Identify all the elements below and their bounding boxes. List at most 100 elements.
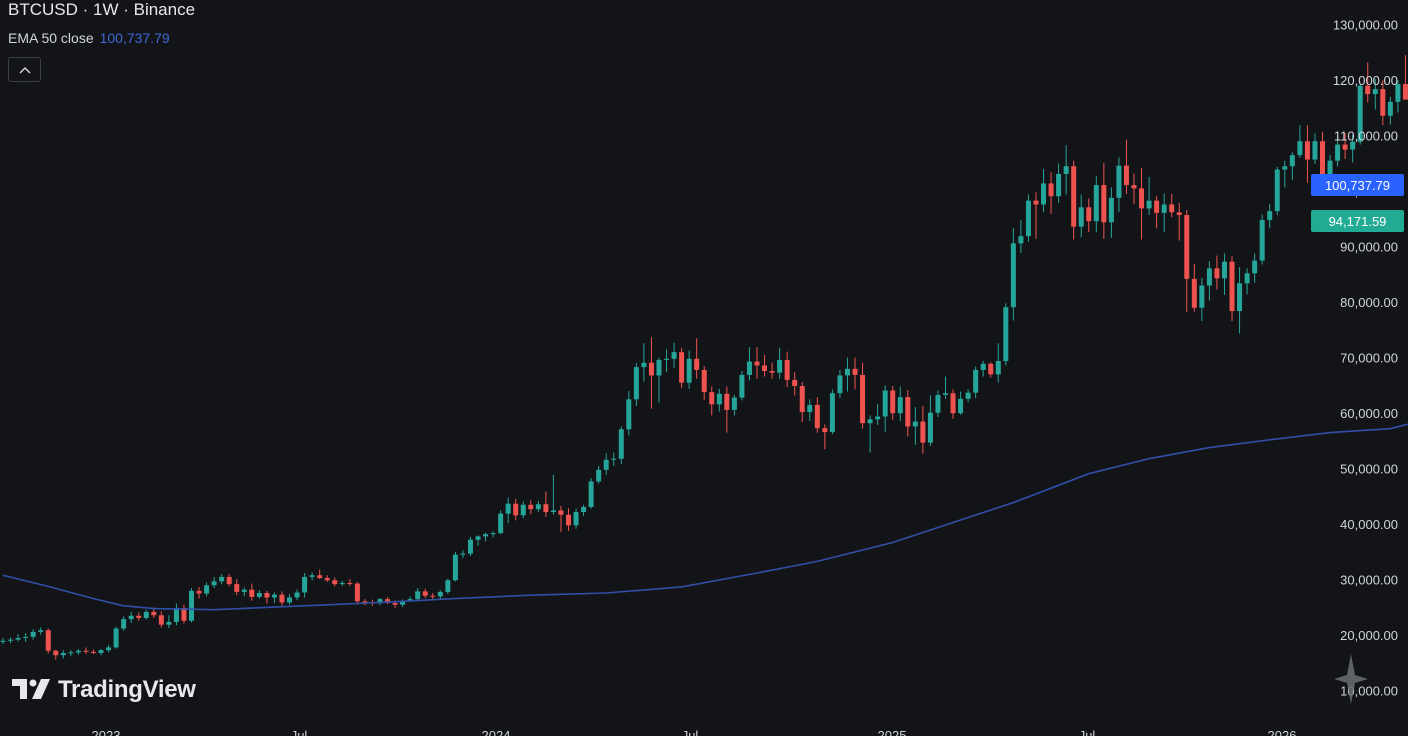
candle[interactable] — [1229, 256, 1235, 322]
candle[interactable] — [1056, 163, 1062, 203]
candle[interactable] — [1131, 173, 1137, 204]
candle[interactable] — [332, 577, 338, 587]
candle[interactable] — [136, 612, 142, 621]
candle[interactable] — [520, 501, 526, 519]
candle[interactable] — [166, 615, 172, 628]
candle[interactable] — [339, 580, 345, 586]
candle[interactable] — [30, 629, 36, 640]
candle[interactable] — [664, 349, 670, 373]
candle[interactable] — [746, 347, 752, 381]
candle[interactable] — [75, 649, 81, 655]
candle[interactable] — [8, 637, 14, 643]
candle[interactable] — [1387, 96, 1393, 125]
candle[interactable] — [694, 338, 700, 379]
candle[interactable] — [1252, 253, 1258, 283]
symbol-title[interactable]: BTCUSD · 1W · Binance — [8, 0, 196, 19]
candle[interactable] — [53, 649, 59, 660]
collapse-legend-button[interactable] — [8, 57, 41, 82]
candle[interactable] — [1282, 160, 1288, 188]
candle[interactable] — [1184, 210, 1190, 313]
candle[interactable] — [362, 599, 368, 606]
candle[interactable] — [158, 611, 164, 628]
candle[interactable] — [882, 385, 888, 433]
candle[interactable] — [430, 593, 436, 600]
candle[interactable] — [528, 500, 534, 515]
candle[interactable] — [437, 590, 443, 599]
candle[interactable] — [302, 573, 308, 598]
candle[interactable] — [1123, 139, 1129, 194]
candle[interactable] — [807, 399, 813, 421]
candle[interactable] — [671, 342, 677, 369]
candle[interactable] — [709, 386, 715, 416]
candle[interactable] — [1154, 196, 1160, 229]
candle[interactable] — [1395, 80, 1401, 113]
candle[interactable] — [686, 350, 692, 389]
candle[interactable] — [0, 637, 6, 645]
candle[interactable] — [490, 531, 496, 538]
candle[interactable] — [980, 361, 986, 377]
candle[interactable] — [844, 357, 850, 392]
candle[interactable] — [1191, 263, 1197, 312]
candle[interactable] — [189, 588, 194, 623]
candle[interactable] — [535, 500, 541, 512]
candle[interactable] — [581, 504, 587, 516]
candle[interactable] — [860, 362, 866, 429]
candle[interactable] — [837, 369, 843, 399]
candle[interactable] — [799, 382, 805, 423]
candle[interactable] — [211, 576, 217, 589]
candle[interactable] — [1048, 172, 1054, 214]
candle[interactable] — [611, 452, 617, 466]
candle[interactable] — [829, 389, 835, 435]
candle[interactable] — [1372, 79, 1378, 110]
ema-legend[interactable]: EMA 50 close 100,737.79 — [8, 30, 170, 46]
candle[interactable] — [483, 532, 489, 542]
candle[interactable] — [701, 366, 707, 400]
candle[interactable] — [241, 587, 247, 597]
candle[interactable] — [204, 582, 210, 597]
candle[interactable] — [1161, 193, 1167, 233]
candle[interactable] — [219, 574, 225, 585]
candle[interactable] — [1274, 166, 1280, 216]
candle[interactable] — [467, 536, 473, 556]
candle[interactable] — [573, 508, 579, 529]
candle[interactable] — [460, 550, 466, 559]
candle[interactable] — [679, 347, 685, 389]
candle[interactable] — [505, 497, 511, 524]
candle[interactable] — [1146, 176, 1152, 216]
candle[interactable] — [988, 362, 994, 378]
candle[interactable] — [777, 347, 783, 379]
candle[interactable] — [264, 590, 270, 604]
candle[interactable] — [98, 649, 104, 656]
candle[interactable] — [596, 465, 602, 484]
candle[interactable] — [890, 386, 896, 420]
candle[interactable] — [1259, 214, 1265, 265]
price-axis[interactable]: 130,000.00120,000.00110,000.00100,000.00… — [1333, 18, 1398, 699]
candle[interactable] — [762, 354, 768, 377]
candle[interactable] — [513, 498, 519, 521]
candle[interactable] — [995, 343, 1001, 383]
candle[interactable] — [1297, 125, 1303, 158]
candle[interactable] — [1139, 167, 1145, 240]
candle[interactable] — [234, 579, 240, 596]
candle[interactable] — [958, 391, 964, 415]
candle[interactable] — [1365, 62, 1371, 103]
candle[interactable] — [113, 626, 119, 649]
candle[interactable] — [1402, 55, 1408, 100]
candle[interactable] — [1237, 267, 1243, 334]
candle[interactable] — [1018, 220, 1024, 253]
candle[interactable] — [1176, 202, 1182, 241]
candle[interactable] — [656, 357, 662, 403]
candle[interactable] — [317, 569, 323, 580]
candle[interactable] — [1267, 203, 1273, 229]
candle[interactable] — [641, 343, 647, 382]
candle[interactable] — [173, 603, 179, 626]
candle[interactable] — [1078, 194, 1084, 238]
candle[interactable] — [1010, 228, 1016, 321]
candle[interactable] — [1116, 157, 1122, 212]
candle[interactable] — [912, 407, 918, 445]
candle[interactable] — [196, 586, 202, 599]
candle[interactable] — [1071, 160, 1077, 240]
candle[interactable] — [852, 357, 858, 390]
candle[interactable] — [498, 510, 504, 535]
candle[interactable] — [1221, 253, 1227, 295]
